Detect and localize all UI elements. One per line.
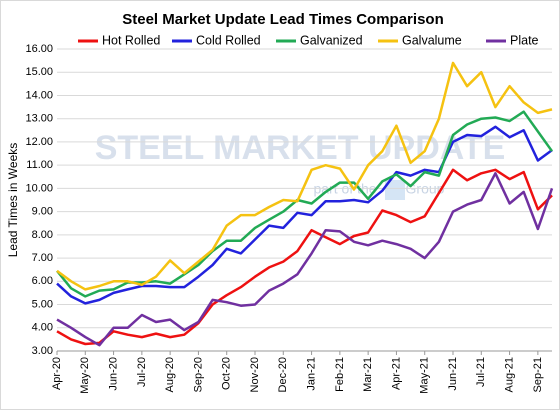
y-tick-label: 10.00 [25,182,53,194]
x-tick-label: Apr-20 [51,357,63,390]
legend-label: Hot Rolled [102,33,160,47]
x-tick-label: Sep-21 [532,357,544,392]
line-series [56,168,553,346]
x-tick-label: Aug-21 [503,357,515,392]
x-tick-label: Oct-20 [221,357,233,390]
y-tick-label: 6.00 [32,275,53,287]
y-tick-label: 13.00 [25,113,53,125]
x-tick-label: Sep-20 [192,357,204,392]
watermark: STEEL MARKET UPDATE [95,129,506,167]
line-series [56,172,554,347]
y-tick-label: 8.00 [32,229,53,241]
y-tick-label: 3.00 [32,345,53,357]
x-tick-label: May-21 [419,357,431,394]
legend-label: Galvanized [300,33,363,47]
legend-label: Galvalume [402,33,462,47]
legend-label: Plate [510,33,539,47]
x-tick-label: Feb-21 [334,357,346,392]
y-tick-label: 15.00 [25,66,53,78]
y-axis-label: Lead Times in Weeks [6,143,20,258]
y-tick-label: 5.00 [32,298,53,310]
x-tick-label: Jan-21 [305,357,317,391]
line-series [56,110,554,298]
y-tick-label: 7.00 [32,252,53,264]
watermark-logo [385,180,405,200]
y-tick-label: 16.00 [25,43,53,55]
x-tick-label: Jun-20 [107,357,119,391]
x-tick-label: May-20 [79,357,91,394]
x-tick-label: Apr-21 [390,357,402,390]
x-tick-label: Nov-20 [249,357,261,392]
y-tick-label: 12.00 [25,136,53,148]
chart-title: Steel Market Update Lead Times Compariso… [122,11,443,28]
x-tick-label: Mar-21 [362,357,374,392]
x-tick-label: Jul-21 [475,357,487,387]
x-tick-label: Dec-20 [277,357,289,392]
line-series [56,61,553,291]
x-tick-label: Aug-20 [164,357,176,392]
legend-label: Cold Rolled [196,33,261,47]
x-tick-label: Jun-21 [447,357,459,391]
x-tick-label: Jul-20 [136,357,148,387]
y-tick-label: 11.00 [26,159,53,171]
line-series [56,125,553,305]
y-tick-label: 4.00 [32,322,53,334]
y-tick-label: 9.00 [32,206,53,218]
y-tick-label: 14.00 [25,89,53,101]
